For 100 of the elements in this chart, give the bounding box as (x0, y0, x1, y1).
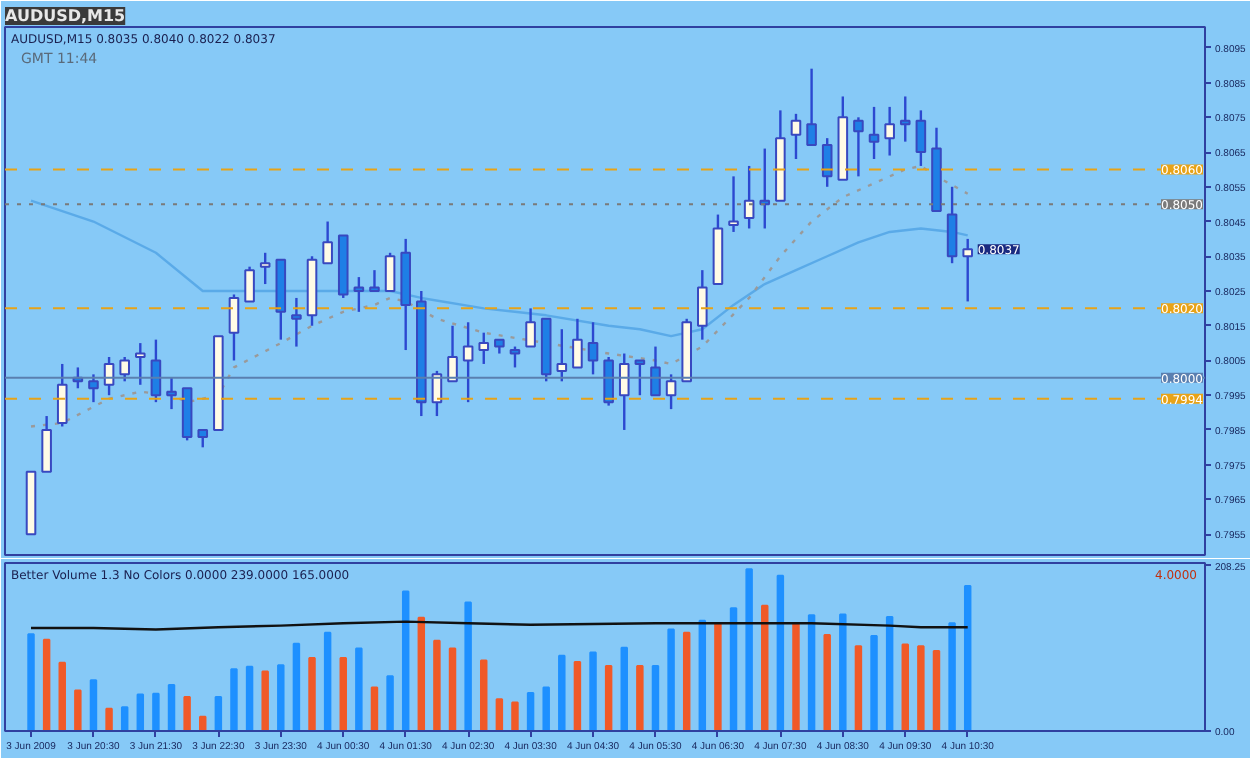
bar (651, 665, 660, 731)
candlestick (384, 251, 396, 293)
candlestick (88, 373, 99, 404)
bar (932, 649, 941, 731)
candlestick (462, 321, 474, 404)
bar (27, 633, 35, 731)
chart-title: AUDUSD,M15 (5, 7, 127, 25)
bar (698, 619, 707, 731)
bar (245, 665, 254, 731)
bar (230, 668, 238, 731)
bar (417, 616, 426, 731)
candlestick (353, 275, 365, 314)
bar (807, 614, 816, 731)
bar (74, 689, 82, 731)
candlestick (447, 324, 458, 383)
candlestick (899, 95, 911, 143)
candlestick (228, 293, 240, 362)
candlestick (884, 105, 895, 157)
bar (495, 698, 504, 731)
bar (89, 679, 98, 731)
bar (917, 645, 925, 731)
candlestick (915, 109, 927, 168)
candlestick (946, 185, 958, 265)
candlestick (572, 317, 583, 369)
candlestick (478, 331, 490, 366)
bar (214, 695, 223, 731)
candlestick (119, 355, 130, 383)
candlestick (697, 268, 708, 341)
bar (885, 615, 894, 731)
bar (292, 642, 301, 731)
candlestick (291, 296, 302, 348)
candlestick (618, 352, 630, 432)
bar (42, 638, 51, 731)
bar (386, 675, 394, 731)
bar (839, 613, 847, 731)
candlestick (728, 175, 739, 234)
bar (152, 692, 160, 731)
bar (261, 670, 269, 731)
bar (105, 707, 113, 731)
bar (620, 646, 628, 731)
bar (308, 657, 316, 731)
candlestick (244, 265, 255, 303)
bar (589, 651, 597, 731)
bar (511, 701, 519, 731)
candlestick (743, 164, 755, 230)
bar (776, 574, 785, 731)
bar (948, 622, 956, 731)
bar (854, 645, 863, 731)
bar (542, 686, 550, 731)
bar (682, 631, 691, 731)
bar (323, 631, 332, 731)
bar (339, 657, 347, 731)
bar (480, 659, 488, 731)
bar (901, 643, 909, 731)
candlestick (665, 373, 677, 411)
candlestick (634, 359, 646, 397)
bar (636, 665, 644, 731)
bar (761, 604, 769, 731)
candlestick (369, 268, 380, 293)
bar (558, 654, 566, 731)
bar (136, 693, 145, 731)
bar (870, 634, 878, 731)
bar (745, 568, 753, 731)
bar (714, 622, 722, 731)
candlestick (806, 67, 817, 147)
bar (729, 607, 738, 731)
candlestick (135, 341, 146, 386)
candlestick (525, 307, 536, 348)
bar (167, 684, 176, 731)
line-series (29, 164, 969, 428)
candlestick (650, 345, 661, 397)
candlestick (150, 338, 162, 404)
bar (792, 622, 800, 731)
bar (120, 706, 129, 731)
bar (183, 695, 191, 731)
bar (963, 584, 972, 731)
candlestick (56, 362, 68, 428)
bar (355, 647, 363, 731)
bar (464, 601, 472, 731)
candlestick (322, 220, 333, 265)
bar (823, 634, 831, 731)
candlestick (41, 414, 52, 473)
bar (667, 628, 675, 731)
bar (58, 661, 66, 731)
candlestick (790, 112, 802, 161)
candlestick (556, 328, 568, 383)
candlestick (868, 105, 880, 161)
candlestick (587, 321, 599, 376)
bar (573, 661, 582, 731)
candlestick (509, 345, 521, 369)
bar (526, 691, 535, 731)
bar (401, 590, 410, 731)
candlestick (853, 116, 864, 178)
candlestick (259, 251, 271, 286)
bar (448, 647, 457, 731)
candlestick (166, 376, 177, 411)
bar (370, 686, 379, 731)
line-series (29, 199, 969, 338)
candlestick (962, 237, 973, 303)
bar (277, 664, 285, 731)
